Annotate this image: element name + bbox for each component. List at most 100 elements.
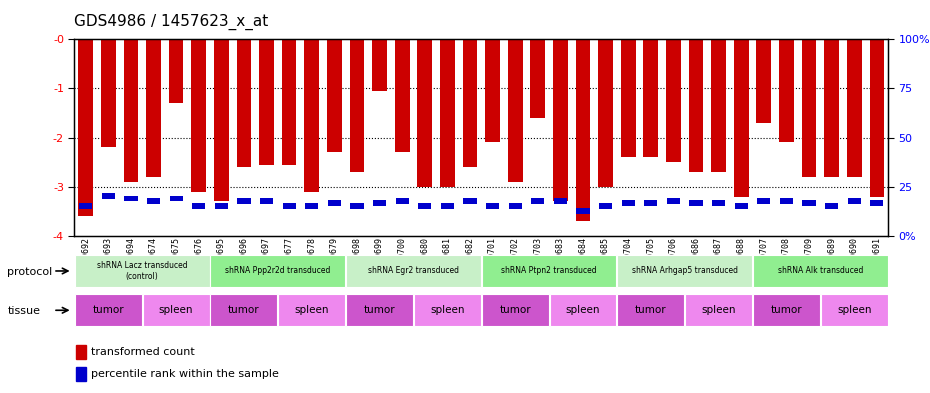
Text: percentile rank within the sample: percentile rank within the sample [91,369,279,379]
Bar [667,198,680,204]
Bar [462,39,477,167]
Bar [509,203,522,209]
Bar [346,255,481,287]
Bar [75,345,86,360]
Bar [124,39,139,182]
Bar [712,200,725,206]
Bar [304,39,319,191]
Text: GDS4986 / 1457623_x_at: GDS4986 / 1457623_x_at [74,14,269,30]
Bar [689,39,703,172]
Text: shRNA Alk transduced: shRNA Alk transduced [777,266,863,275]
Bar [327,39,341,152]
Bar [621,200,635,206]
Bar [753,294,820,326]
Text: shRNA Lacz transduced
(control): shRNA Lacz transduced (control) [97,261,188,281]
Bar [74,255,209,287]
Bar [440,39,455,187]
Bar [395,198,409,204]
Bar [192,39,206,191]
Bar [734,39,749,197]
Bar [101,39,115,147]
Bar [577,208,590,214]
Bar [305,203,318,209]
Bar [644,39,658,157]
Bar [282,39,297,165]
Text: shRNA Ptpn2 transduced: shRNA Ptpn2 transduced [501,266,597,275]
Bar [278,294,345,326]
Bar [599,203,612,209]
Bar [351,203,364,209]
Bar [508,39,523,182]
Bar [441,203,454,209]
Bar [756,39,771,123]
Bar [486,203,499,209]
Text: spleen: spleen [159,305,193,315]
Bar [346,294,413,326]
Bar [821,294,888,326]
Text: transformed count: transformed count [91,347,195,357]
Bar [418,203,432,209]
Bar [414,294,481,326]
Bar [550,294,617,326]
Bar [803,200,816,206]
Bar [870,200,883,206]
Bar [553,198,567,204]
Bar [779,39,794,142]
Bar [350,39,365,172]
Bar [711,39,726,172]
Text: spleen: spleen [565,305,600,315]
Bar [373,200,386,206]
Text: tissue: tissue [7,306,40,316]
Bar [685,294,752,326]
Bar [215,203,228,209]
Bar [847,39,861,177]
Bar [214,39,229,201]
Bar [236,39,251,167]
Bar [482,255,617,287]
Text: spleen: spleen [701,305,736,315]
Text: shRNA Egr2 transduced: shRNA Egr2 transduced [368,266,459,275]
Bar [825,203,838,209]
Bar [780,198,793,204]
Text: tumor: tumor [364,305,395,315]
Text: tumor: tumor [228,305,259,315]
Bar [125,195,138,201]
Bar [847,198,861,204]
Bar [753,255,888,287]
Bar [576,39,591,221]
Bar [735,203,748,209]
Bar [531,198,544,204]
Text: tumor: tumor [635,305,667,315]
Bar [79,203,92,209]
Bar [757,198,770,204]
Bar [644,200,658,206]
Bar [666,39,681,162]
Text: tumor: tumor [771,305,803,315]
Bar [482,294,549,326]
Text: shRNA Arhgap5 transduced: shRNA Arhgap5 transduced [631,266,737,275]
Bar [78,39,93,216]
Text: spleen: spleen [295,305,329,315]
Bar [169,195,182,201]
Bar [101,193,115,199]
Bar [237,198,250,204]
Bar [147,198,160,204]
Bar [530,39,545,118]
Bar [146,39,161,177]
Bar [418,39,432,187]
Bar [372,39,387,91]
Bar [74,294,141,326]
Bar [824,39,839,177]
Bar [168,39,183,103]
Text: shRNA Ppp2r2d transduced: shRNA Ppp2r2d transduced [225,266,330,275]
Bar [689,200,703,206]
Text: tumor: tumor [499,305,531,315]
Bar [327,200,341,206]
Bar [870,39,884,197]
Bar [618,255,752,287]
Bar [259,39,273,165]
Bar [259,198,273,204]
Bar [618,294,684,326]
Text: spleen: spleen [430,305,465,315]
Text: spleen: spleen [837,305,871,315]
